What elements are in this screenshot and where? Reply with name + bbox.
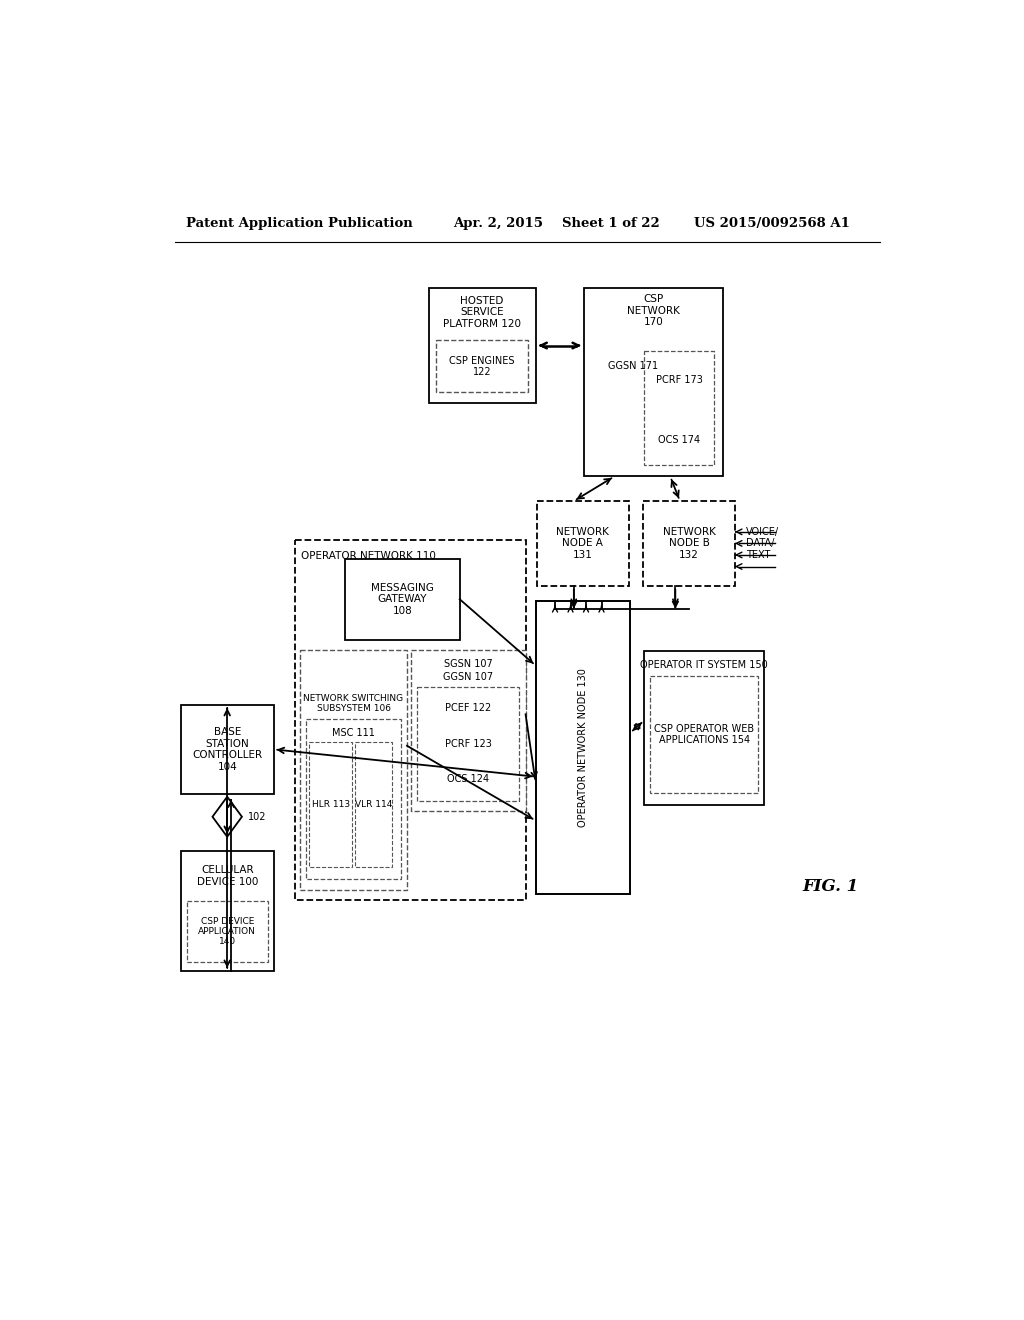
Bar (180, 705, 273, 793)
Text: VOICE/
DATA/
TEXT: VOICE/ DATA/ TEXT (745, 527, 779, 560)
Bar (650, 676, 758, 793)
Text: FIG. 1: FIG. 1 (802, 878, 858, 895)
Text: NETWORK
NODE A
131: NETWORK NODE A 131 (556, 527, 609, 560)
Text: 102: 102 (248, 812, 266, 822)
Text: HLR 113: HLR 113 (311, 800, 350, 809)
Bar (436, 341, 528, 392)
Text: PCRF 123: PCRF 123 (444, 739, 492, 748)
Text: MSC 111: MSC 111 (332, 727, 375, 738)
Text: US 2015/0092568 A1: US 2015/0092568 A1 (693, 218, 850, 231)
Text: HOSTED
SERVICE
PLATFORM 120: HOSTED SERVICE PLATFORM 120 (443, 296, 521, 329)
Text: Apr. 2, 2015: Apr. 2, 2015 (454, 218, 544, 231)
Polygon shape (212, 797, 242, 837)
Bar (644, 651, 764, 805)
Text: GGSN 107: GGSN 107 (443, 672, 494, 682)
Text: OPERATOR NETWORK NODE 130: OPERATOR NETWORK NODE 130 (578, 668, 588, 826)
Bar (411, 649, 525, 812)
Bar (536, 601, 630, 894)
Text: NETWORK SWITCHING
SUBSYSTEM 106: NETWORK SWITCHING SUBSYSTEM 106 (303, 694, 403, 713)
Text: PCEF 122: PCEF 122 (445, 704, 492, 713)
Bar (300, 649, 407, 890)
Text: CSP DEVICE
APPLICATION
140: CSP DEVICE APPLICATION 140 (199, 916, 256, 946)
Bar (180, 851, 273, 970)
Text: VLR 114: VLR 114 (355, 800, 392, 809)
Text: OCS 174: OCS 174 (658, 436, 700, 445)
Text: Patent Application Publication: Patent Application Publication (186, 218, 413, 231)
Text: Sheet 1 of 22: Sheet 1 of 22 (562, 218, 659, 231)
Text: OPERATOR NETWORK 110: OPERATOR NETWORK 110 (301, 552, 435, 561)
Bar (417, 686, 519, 800)
Text: MESSAGING
GATEWAY
108: MESSAGING GATEWAY 108 (371, 582, 434, 616)
Text: CELLULAR
DEVICE 100: CELLULAR DEVICE 100 (197, 865, 258, 887)
Text: OPERATOR IT SYSTEM 150: OPERATOR IT SYSTEM 150 (640, 660, 768, 671)
Text: NETWORK
NODE B
132: NETWORK NODE B 132 (663, 527, 716, 560)
Text: CSP OPERATOR WEB
APPLICATIONS 154: CSP OPERATOR WEB APPLICATIONS 154 (654, 723, 755, 746)
Bar (355, 742, 392, 867)
Bar (345, 558, 460, 640)
Text: OCS 124: OCS 124 (447, 774, 489, 784)
Text: CSP
NETWORK
170: CSP NETWORK 170 (627, 294, 680, 327)
Bar (584, 288, 723, 477)
Bar (538, 502, 629, 586)
Text: PCRF 173: PCRF 173 (655, 375, 702, 385)
Bar (295, 540, 525, 900)
Bar (644, 351, 714, 465)
Bar (187, 902, 267, 961)
Text: CSP ENGINES
122: CSP ENGINES 122 (450, 355, 515, 378)
Text: GGSN 171: GGSN 171 (608, 362, 658, 371)
Bar (309, 742, 352, 867)
Text: BASE
STATION
CONTROLLER
104: BASE STATION CONTROLLER 104 (193, 727, 262, 772)
Text: SGSN 107: SGSN 107 (443, 659, 493, 668)
Bar (643, 502, 735, 586)
Bar (306, 719, 400, 879)
Bar (429, 288, 536, 404)
